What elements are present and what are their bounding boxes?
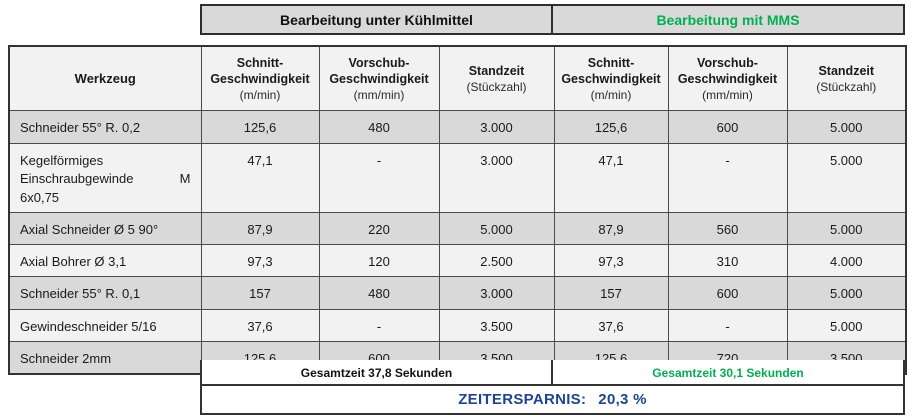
tool-cell: Schneider 55° R. 0,2 bbox=[8, 109, 202, 144]
value-cell: 120 bbox=[318, 244, 440, 278]
column-header-schnitt-mms: Schnitt- Geschwindigkeit (m/min) bbox=[553, 45, 669, 111]
value-cell: 480 bbox=[318, 109, 440, 144]
value-cell: 97,3 bbox=[553, 244, 669, 278]
time-savings-row: ZEITERSPARNIS: 20,3 % bbox=[200, 384, 905, 415]
tool-cell: Schneider 55° R. 0,1 bbox=[8, 276, 202, 311]
column-title: Schnitt- Geschwindigkeit bbox=[561, 55, 661, 86]
total-time-kuehlmittel: Gesamtzeit 37,8 Sekunden bbox=[202, 360, 553, 385]
table-row: Axial Bohrer Ø 3,1 97,3 120 2.500 97,3 3… bbox=[8, 244, 907, 278]
tool-cell: Gewindeschneider 5/16 bbox=[8, 309, 202, 343]
banner-kuehlmittel: Bearbeitung unter Kühlmittel bbox=[202, 6, 553, 33]
time-savings-label: ZEITERSPARNIS: bbox=[458, 391, 587, 408]
column-header-standzeit-mms: Standzeit (Stückzahl) bbox=[786, 45, 907, 111]
value-cell: 3.000 bbox=[438, 142, 555, 214]
value-cell: 2.500 bbox=[438, 244, 555, 278]
value-cell: 47,1 bbox=[200, 142, 320, 214]
value-cell: 37,6 bbox=[553, 309, 669, 343]
value-cell: 3.000 bbox=[438, 109, 555, 144]
column-unit: (Stückzahl) bbox=[466, 79, 527, 94]
value-cell: 4.000 bbox=[786, 244, 907, 278]
value-cell: 310 bbox=[667, 244, 788, 278]
value-cell: 220 bbox=[318, 212, 440, 246]
column-title: Standzeit bbox=[468, 63, 525, 78]
value-cell: 97,3 bbox=[200, 244, 320, 278]
tool-cell: Axial Schneider Ø 5 90° bbox=[8, 212, 202, 246]
table-row: Schneider 55° R. 0,1 157 480 3.000 157 6… bbox=[8, 276, 907, 311]
table-row: Schneider 55° R. 0,2 125,6 480 3.000 125… bbox=[8, 109, 907, 144]
value-cell: 125,6 bbox=[200, 109, 320, 144]
column-unit: (m/min) bbox=[590, 88, 632, 102]
column-header-werkzeug: Werkzeug bbox=[8, 45, 202, 111]
value-cell: 560 bbox=[667, 212, 788, 246]
value-cell: 5.000 bbox=[786, 109, 907, 144]
value-cell: - bbox=[667, 142, 788, 214]
value-cell: 5.000 bbox=[786, 212, 907, 246]
table-row: Gewindeschneider 5/16 37,6 - 3.500 37,6 … bbox=[8, 309, 907, 343]
column-header-vorschub-mms: Vorschub- Geschwindigkeit (mm/min) bbox=[667, 45, 788, 111]
column-unit: (mm/min) bbox=[702, 88, 753, 102]
value-cell: 3.000 bbox=[438, 276, 555, 311]
value-cell: 125,6 bbox=[553, 109, 669, 144]
column-title: Vorschub- Geschwindigkeit bbox=[677, 55, 778, 86]
header-row: Werkzeug Schnitt- Geschwindigkeit (m/min… bbox=[8, 45, 907, 111]
value-cell: 47,1 bbox=[553, 142, 669, 214]
value-cell: 157 bbox=[200, 276, 320, 311]
column-title: Standzeit bbox=[818, 63, 875, 78]
tool-cell: Kegelförmiges Einschraubgewinde M 6x0,75 bbox=[8, 142, 202, 214]
value-cell: 480 bbox=[318, 276, 440, 311]
total-time-mms: Gesamtzeit 30,1 Sekunden bbox=[652, 365, 804, 380]
column-unit: (m/min) bbox=[239, 88, 281, 102]
value-cell: 5.000 bbox=[786, 309, 907, 343]
column-header-standzeit-km: Standzeit (Stückzahl) bbox=[438, 45, 555, 111]
value-cell: - bbox=[318, 309, 440, 343]
comparison-table: Werkzeug Schnitt- Geschwindigkeit (m/min… bbox=[8, 45, 907, 375]
value-cell: - bbox=[318, 142, 440, 214]
value-cell: 87,9 bbox=[553, 212, 669, 246]
value-cell: 5.000 bbox=[786, 142, 907, 214]
column-header-schnitt-km: Schnitt- Geschwindigkeit (m/min) bbox=[200, 45, 320, 111]
value-cell: 5.000 bbox=[786, 276, 907, 311]
value-cell: 3.500 bbox=[438, 309, 555, 343]
column-unit: (mm/min) bbox=[353, 88, 405, 102]
time-savings-value: 20,3 % bbox=[598, 391, 647, 408]
value-cell: 37,6 bbox=[200, 309, 320, 343]
column-title: Schnitt- Geschwindigkeit bbox=[210, 55, 310, 86]
totals-row: Gesamtzeit 37,8 Sekunden Gesamtzeit 30,1… bbox=[200, 360, 905, 385]
tool-cell: Axial Bohrer Ø 3,1 bbox=[8, 244, 202, 278]
tool-cell: Schneider 2mm bbox=[8, 341, 202, 375]
value-cell: - bbox=[667, 309, 788, 343]
value-cell: 600 bbox=[667, 276, 788, 311]
value-cell: 157 bbox=[553, 276, 669, 311]
banner-mms: Bearbeitung mit MMS bbox=[656, 11, 800, 28]
table-row: Axial Schneider Ø 5 90° 87,9 220 5.000 8… bbox=[8, 212, 907, 246]
value-cell: 87,9 bbox=[200, 212, 320, 246]
column-unit: (Stückzahl) bbox=[816, 79, 877, 94]
value-cell: 600 bbox=[667, 109, 788, 144]
value-cell: 5.000 bbox=[438, 212, 555, 246]
table-row: Kegelförmiges Einschraubgewinde M 6x0,75… bbox=[8, 142, 907, 214]
group-header-banner: Bearbeitung unter Kühlmittel Bearbeitung… bbox=[200, 4, 905, 35]
column-header-vorschub-km: Vorschub- Geschwindigkeit (mm/min) bbox=[318, 45, 440, 111]
column-title: Vorschub- Geschwindigkeit bbox=[329, 55, 429, 86]
